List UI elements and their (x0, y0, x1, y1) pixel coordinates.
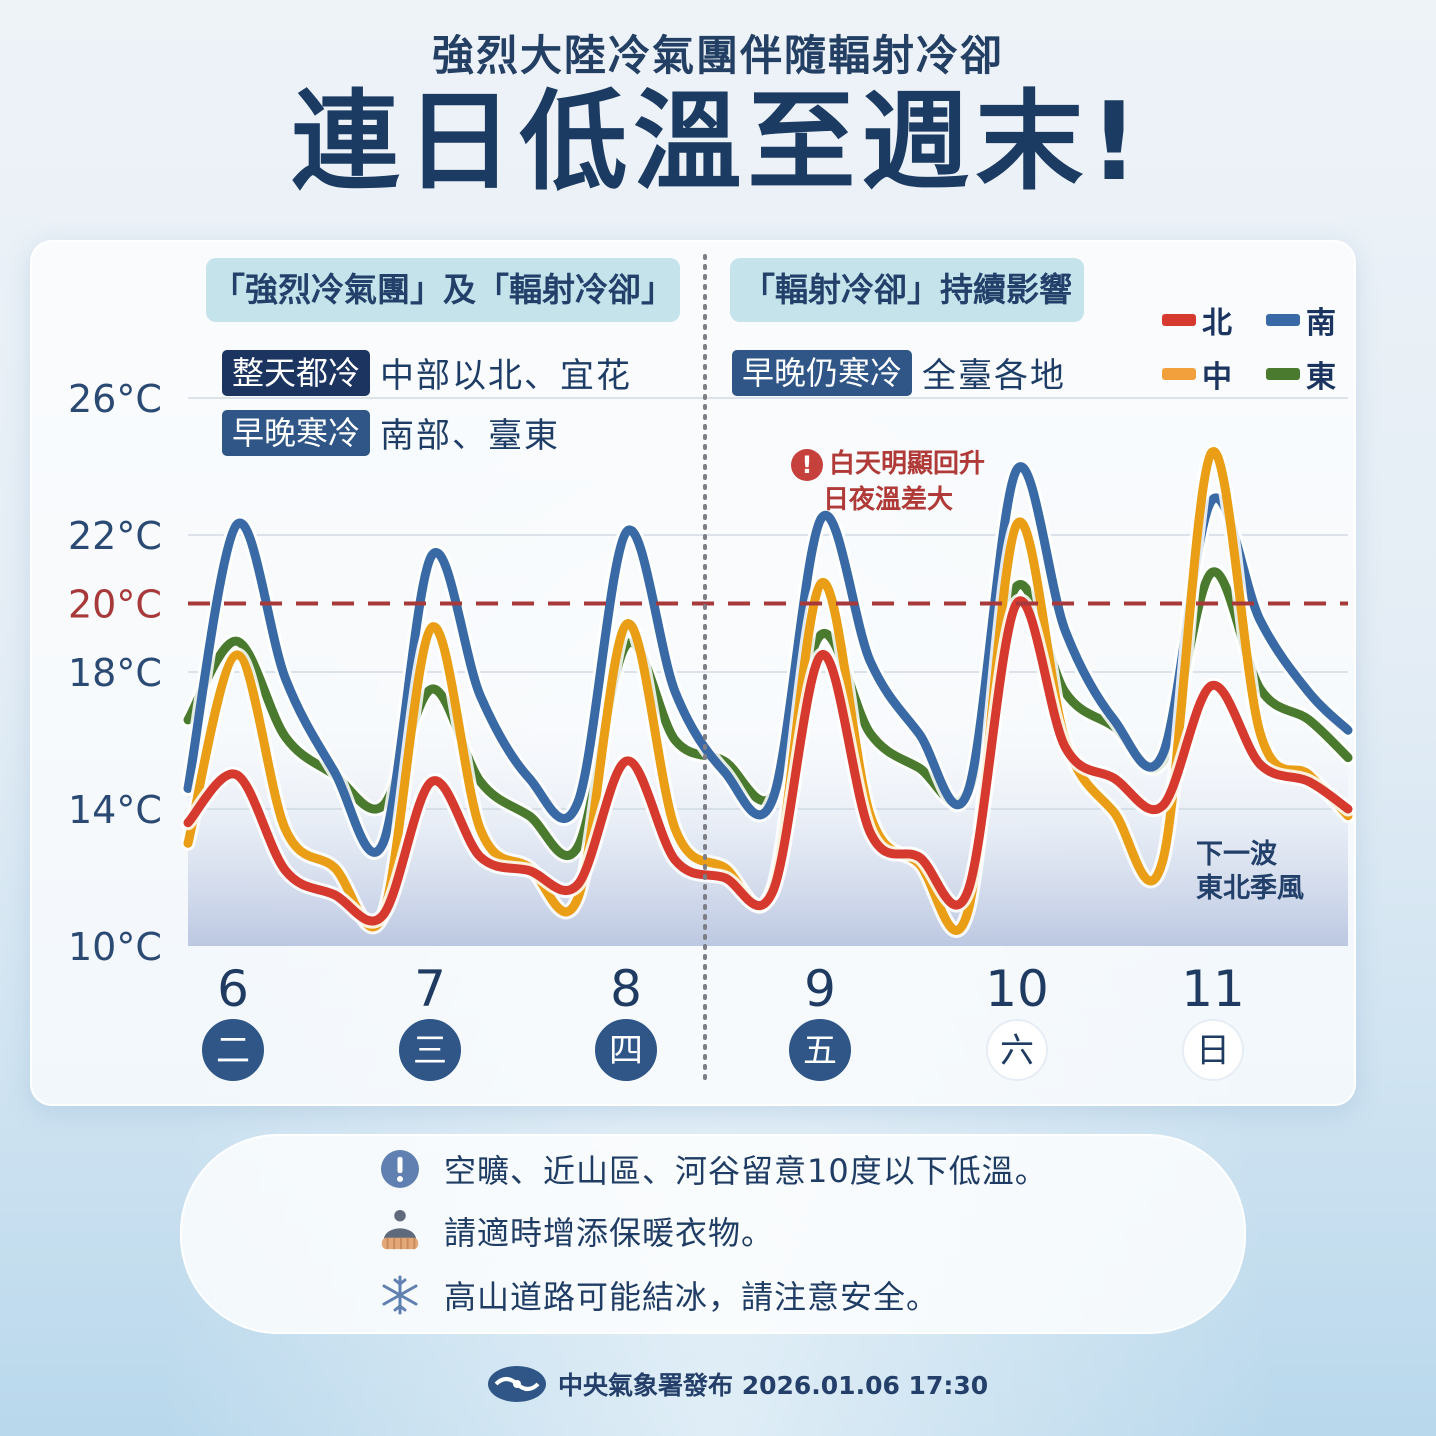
y-tick-label: 10°C (68, 925, 162, 969)
region-text: 南部、臺東 (380, 416, 561, 456)
weekday-badge (789, 1019, 851, 1081)
series-line-南 (183, 462, 1353, 857)
day-date-label: 8 (610, 960, 642, 1018)
weekday-label: 三 (413, 1031, 447, 1071)
subtitle: 強烈大陸冷氣團伴隨輻射冷卻 (431, 31, 1004, 80)
next-wave-line-1: 下一波 (1196, 839, 1277, 870)
right-row-1: 早晚仍寒冷 全臺各地 (732, 348, 1066, 397)
legend-swatch (1162, 368, 1196, 380)
left-period-tag: 「強烈冷氣團」及「輻射冷卻」 (206, 258, 680, 322)
y-tick-label: 22°C (68, 514, 162, 558)
day-date-label: 9 (804, 960, 836, 1018)
tip-text: 請適時增添保暖衣物。 (444, 1214, 775, 1252)
legend-item-central: 中 (1162, 352, 1232, 396)
snowflake-icon (378, 1273, 422, 1317)
beanie-hat-icon (378, 1209, 422, 1253)
legend-label: 北 (1202, 306, 1232, 341)
weekday-badge (986, 1019, 1048, 1081)
weekday-badge (595, 1019, 657, 1081)
y-tick-label: 18°C (68, 651, 162, 695)
series-line-北 (183, 596, 1353, 926)
legend-label: 東 (1306, 360, 1336, 395)
exclamation-icon (378, 1147, 422, 1191)
agency-logo (488, 1366, 546, 1402)
weekday-badge (1182, 1019, 1244, 1081)
weekday-badge (399, 1019, 461, 1081)
y-tick-label: 20°C (68, 583, 162, 627)
legend-item-east: 東 (1266, 352, 1336, 396)
page-title: 連日低溫至週末! (291, 80, 1145, 205)
legend-item-north: 北 (1162, 298, 1232, 342)
temperature-swing-callout: ! 白天明顯回升 日夜溫差大 (768, 446, 1008, 518)
tip-text: 高山道路可能結冰，請注意安全。 (444, 1278, 940, 1316)
weekday-badge (202, 1019, 264, 1081)
weekday-label: 二 (216, 1031, 250, 1071)
chart-legend: 北 南 中 東 (1162, 298, 1342, 398)
tip-row-3: 高山道路可能結冰，請注意安全。 (378, 1272, 939, 1318)
y-tick-label: 14°C (68, 788, 162, 832)
next-wave-line-2: 東北季風 (1196, 873, 1304, 904)
legend-item-south: 南 (1266, 298, 1336, 342)
tips-panel (180, 1134, 1246, 1334)
condition-chip: 早晚仍寒冷 (732, 349, 913, 396)
legend-swatch (1266, 368, 1300, 380)
left-row-2: 早晚寒冷 南部、臺東 (222, 408, 560, 457)
footer-text: 中央氣象署發布 2026.01.06 17:30 (558, 1371, 989, 1400)
callout-line-2: 日夜溫差大 (822, 485, 953, 515)
weekday-label: 五 (803, 1031, 837, 1071)
left-row-1: 整天都冷 中部以北、宜花 (222, 348, 632, 397)
tip-text: 空曠、近山區、河谷留意10度以下低溫。 (444, 1152, 1048, 1190)
weekday-label: 日 (1196, 1031, 1230, 1071)
day-date-label: 10 (985, 960, 1049, 1018)
region-text: 中部以北、宜花 (380, 356, 633, 396)
legend-label: 南 (1306, 306, 1336, 341)
exclamation-icon: ! (790, 448, 823, 481)
day-date-label: 7 (414, 960, 446, 1018)
tip-row-2: 請適時增添保暖衣物。 (378, 1208, 774, 1254)
callout-line-1: 白天明顯回升 (828, 449, 985, 479)
legend-swatch (1162, 314, 1196, 326)
weekday-label: 六 (1000, 1031, 1034, 1071)
day-date-label: 6 (217, 960, 249, 1018)
condition-chip: 整天都冷 (222, 349, 371, 396)
tip-row-1: 空曠、近山區、河谷留意10度以下低溫。 (378, 1146, 1048, 1192)
footer: 中央氣象署發布 2026.01.06 17:30 (486, 1364, 988, 1404)
weekday-label: 四 (609, 1031, 643, 1071)
day-date-label: 11 (1181, 960, 1245, 1018)
condition-chip: 早晚寒冷 (222, 409, 371, 456)
y-tick-label: 26°C (68, 377, 162, 421)
legend-swatch (1266, 314, 1300, 326)
right-period-tag: 「輻射冷卻」持續影響 (730, 258, 1084, 322)
legend-label: 中 (1202, 360, 1232, 395)
next-wave-note: 下一波 東北季風 (1196, 838, 1304, 906)
region-text: 全臺各地 (922, 356, 1067, 396)
